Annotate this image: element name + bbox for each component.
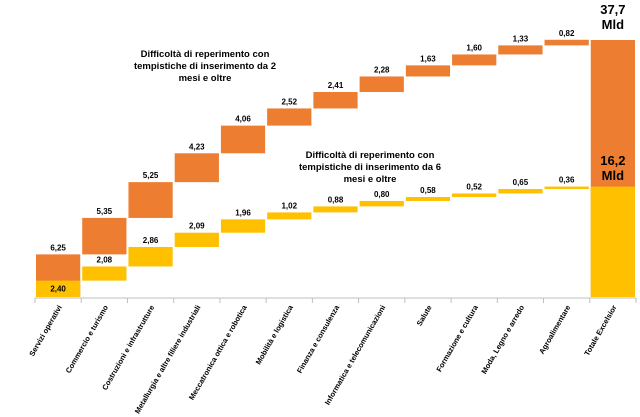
bar: [220, 125, 266, 154]
bar: [174, 153, 219, 183]
value-label: 0,88: [328, 195, 344, 204]
value-label: 4,06: [235, 115, 251, 124]
value-label: 2,41: [328, 81, 344, 90]
value-label: 5,25: [143, 171, 159, 180]
value-label: 0,58: [420, 186, 436, 195]
value-label: 1,60: [466, 43, 482, 52]
bar: [359, 200, 404, 207]
bar: [544, 186, 589, 190]
bar: [267, 108, 312, 126]
value-label: 1,33: [513, 34, 529, 43]
value-label: 0,65: [513, 178, 529, 187]
value-label: 1,02: [281, 201, 297, 210]
bar: [452, 193, 497, 197]
value-label: 0,82: [559, 29, 575, 38]
total-label: 37,7 Mld: [600, 2, 626, 32]
bar: [498, 189, 543, 194]
x-tick-label: Costruzioni e infrastrutture: [100, 304, 156, 392]
x-tick-label: Finanza e consulenza: [295, 303, 342, 375]
bar: [82, 217, 127, 255]
value-label: 2,09: [189, 222, 205, 231]
x-tick-label: Salute: [415, 304, 434, 328]
value-label: 2,52: [281, 97, 297, 106]
value-label: 0,52: [466, 182, 482, 191]
x-tick-label: Totale Excelsior: [582, 303, 618, 357]
value-label: 0,80: [374, 190, 390, 199]
bar: [267, 212, 312, 220]
bar: [82, 266, 127, 281]
x-tick-label: Commercio e turismo: [64, 303, 111, 375]
value-label: 2,40: [50, 285, 66, 294]
bar: [220, 219, 266, 233]
bar: [498, 45, 543, 55]
bar: [359, 76, 404, 93]
value-label: 6,25: [50, 243, 66, 252]
bar: [313, 92, 358, 109]
value-label: 5,35: [97, 207, 113, 216]
bar: [36, 280, 81, 297]
x-tick-label: Formazione e cultura: [434, 303, 480, 374]
value-label: 0,36: [559, 176, 575, 185]
bar: [544, 39, 589, 46]
value-label: 1,96: [235, 208, 251, 217]
bar: [128, 182, 173, 218]
total-label: 16,2 Mld: [600, 152, 626, 183]
x-tick-label: Moda, Legno e arredo: [479, 303, 526, 375]
value-label: 2,86: [143, 236, 159, 245]
x-tick-label: Agroalimentare: [537, 304, 572, 356]
bar: [128, 246, 173, 267]
series-note: Difficoltà di reperimento con tempistich…: [298, 150, 441, 185]
bar: [452, 54, 497, 66]
series-note: Difficoltà di reperimento con tempistich…: [133, 49, 276, 84]
bar: [313, 206, 358, 213]
value-label: 2,28: [374, 65, 390, 74]
x-tick-label: Mobilità e logistica: [254, 303, 296, 366]
bar: [174, 232, 219, 247]
bar: [405, 196, 451, 201]
value-label: 2,08: [97, 255, 113, 264]
value-label: 1,63: [420, 54, 436, 63]
x-tick-label: Servizi operativi: [27, 304, 64, 358]
value-label: 4,23: [189, 142, 205, 151]
bar: [405, 65, 451, 77]
total-bar: [590, 186, 635, 297]
